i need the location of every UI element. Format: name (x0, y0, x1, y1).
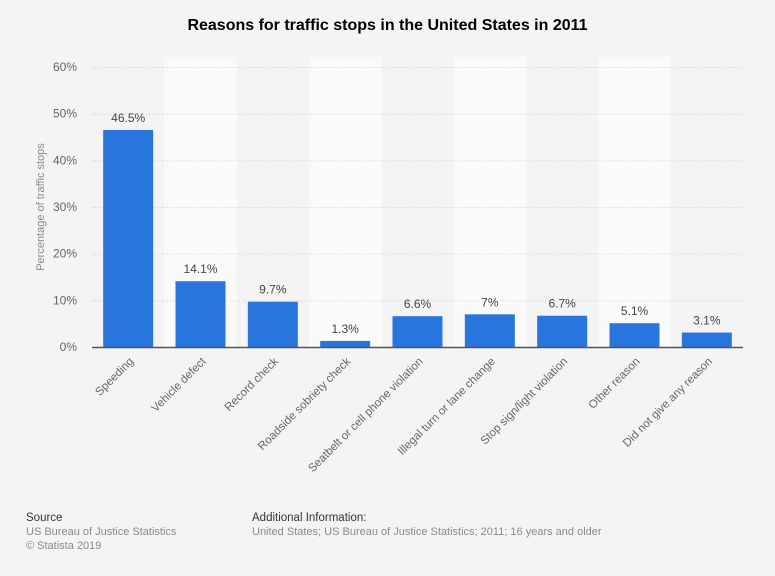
category-band (309, 57, 382, 347)
bar (464, 314, 515, 347)
bar (247, 301, 298, 347)
bar (175, 281, 226, 347)
x-tick-label: Record check (223, 355, 281, 413)
category-band (453, 57, 526, 347)
bar (681, 332, 732, 347)
copyright: © Statista 2019 (26, 540, 102, 552)
x-tick-label: Seatbelt or cell phone violation (306, 356, 425, 475)
data-label: 3.1% (693, 314, 721, 328)
y-tick-label: 10% (53, 293, 77, 307)
y-tick-label: 50% (53, 107, 77, 121)
bar (537, 315, 588, 347)
footer-additional-info: Additional Information: United States; U… (252, 511, 602, 539)
data-labels: 46.5% 14.1% 9.7% 1.3% 6.6% 7% 6.7% 5.1% 3.1% (111, 111, 721, 336)
y-tick-label: 30% (53, 200, 77, 214)
info-text: United States; US Bureau of Justice Stat… (252, 526, 602, 538)
data-label: 6.7% (548, 297, 576, 311)
data-label: 9.7% (259, 283, 287, 297)
data-label: 6.6% (404, 297, 432, 311)
y-axis-ticks: 0% 10% 20% 30% 40% 50% 60% (53, 60, 77, 354)
bar (609, 323, 660, 347)
source-heading: Source (26, 512, 63, 524)
bar (103, 130, 154, 347)
y-tick-label: 0% (60, 340, 78, 354)
y-tick-label: 60% (53, 60, 77, 74)
bars (103, 130, 732, 347)
y-axis-label: Percentage of traffic stops (35, 143, 47, 271)
y-tick-label: 40% (53, 153, 77, 167)
footer-source: Source US Bureau of Justice Statistics ©… (26, 511, 176, 553)
x-tick-label: Speeding (93, 356, 136, 399)
chart-title: Reasons for traffic stops in the United … (187, 17, 588, 34)
data-label: 46.5% (111, 111, 145, 125)
bar (392, 316, 443, 347)
data-label: 7% (481, 295, 499, 309)
bar-chart: 0% 10% 20% 30% 40% 50% 60% Percentage of traff… (35, 57, 743, 475)
y-tick-label: 20% (53, 247, 77, 261)
x-tick-label: Other reason (587, 356, 643, 412)
bar (320, 340, 371, 347)
x-tick-label: Vehicle defect (150, 355, 210, 415)
source-name[interactable]: US Bureau of Justice Statistics (26, 526, 177, 538)
data-label: 1.3% (331, 322, 359, 336)
info-heading: Additional Information: (252, 512, 367, 524)
data-label: 5.1% (621, 304, 649, 318)
x-axis-tick-labels: Speeding Vehicle defect Record checkRoadsi… (93, 355, 715, 475)
data-label: 14.1% (183, 262, 217, 276)
category-band (598, 57, 671, 347)
